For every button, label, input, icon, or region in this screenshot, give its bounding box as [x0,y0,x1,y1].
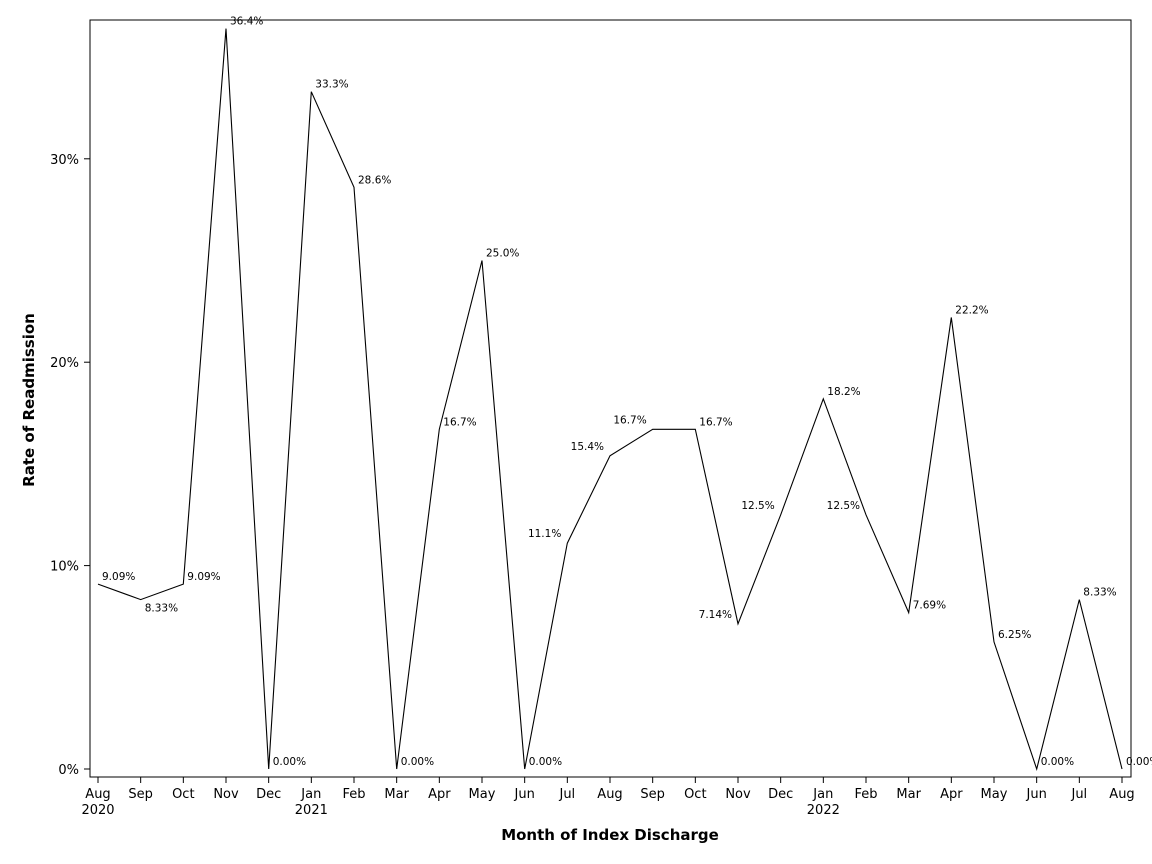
x-tick-label: Mar [384,787,409,802]
x-tick-label: Jan [812,787,833,802]
y-tick-label: 30% [50,153,79,168]
data-labels-group: 9.09% 8.33% 9.09% 36.4% 0.00% 33.3% 28.6% 0.00%… [102,16,1152,768]
x-tick-label: Sep [128,787,153,802]
x-tick-label: Feb [854,787,877,802]
y-tick-label: 10% [50,560,79,575]
series-line [97,28,1123,771]
x-tick-label: Mar [896,787,921,802]
data-label: 8.33% [145,603,178,615]
data-label: 7.14% [699,609,732,621]
data-label: 7.69% [913,600,946,612]
x-tick-label: Feb [342,787,365,802]
x-tick-label: Nov [725,787,751,802]
x-tick-label: May [469,787,496,802]
x-tick-label: Apr [428,787,451,802]
data-label: 0.00% [1041,756,1074,768]
data-label: 12.5% [827,500,860,512]
x-tick-label: Dec [768,787,793,802]
x-tick-label: Sep [640,787,665,802]
x-year-label: 2022 [807,803,840,818]
x-tick-label: Aug [1109,787,1134,802]
x-tick-label: May [981,787,1008,802]
x-year-label: 2020 [81,803,114,818]
x-tick-label: Oct [684,787,706,802]
y-axis-title: Rate of Readmission [20,313,38,487]
data-label: 9.09% [187,571,220,583]
x-tick-label: Jun [514,787,535,802]
y-tick-label: 20% [50,356,79,371]
data-label: 36.4% [230,16,263,28]
y-tick-label: 0% [58,763,79,778]
x-tick-label: Jul [558,787,575,802]
data-label: 18.2% [827,386,860,398]
data-label: 33.3% [315,79,348,91]
x-tick-label: Jul [1070,787,1087,802]
y-axis: 0% 10% 20% 30% [50,153,90,778]
x-tick-label: Apr [940,787,963,802]
data-label: 0.00% [401,756,434,768]
data-label: 0.00% [1126,756,1152,768]
plot-frame [89,19,1132,778]
data-label: 6.25% [998,629,1031,641]
data-label: 15.4% [571,441,604,453]
series-line-group [97,28,1123,771]
data-label: 9.09% [102,571,135,583]
x-tick-label: Nov [213,787,239,802]
x-tick-label: Aug [597,787,622,802]
x-tick-label: Jun [1026,787,1047,802]
x-tick-label: Dec [256,787,281,802]
x-tick-label: Jan [300,787,321,802]
x-axis-title: Month of Index Discharge [501,826,719,844]
data-label: 8.33% [1083,587,1116,599]
x-year-label: 2021 [295,803,328,818]
data-label: 12.5% [741,500,774,512]
data-label: 22.2% [955,305,988,317]
data-label: 0.00% [529,756,562,768]
x-tick-label: Oct [172,787,194,802]
data-label: 25.0% [486,248,519,260]
data-label: 16.7% [699,416,732,428]
data-label: 0.00% [273,756,306,768]
data-label: 28.6% [358,174,391,186]
data-label: 16.7% [443,416,476,428]
x-tick-label: Aug [85,787,110,802]
data-label: 11.1% [528,528,561,540]
data-label: 16.7% [613,414,646,426]
